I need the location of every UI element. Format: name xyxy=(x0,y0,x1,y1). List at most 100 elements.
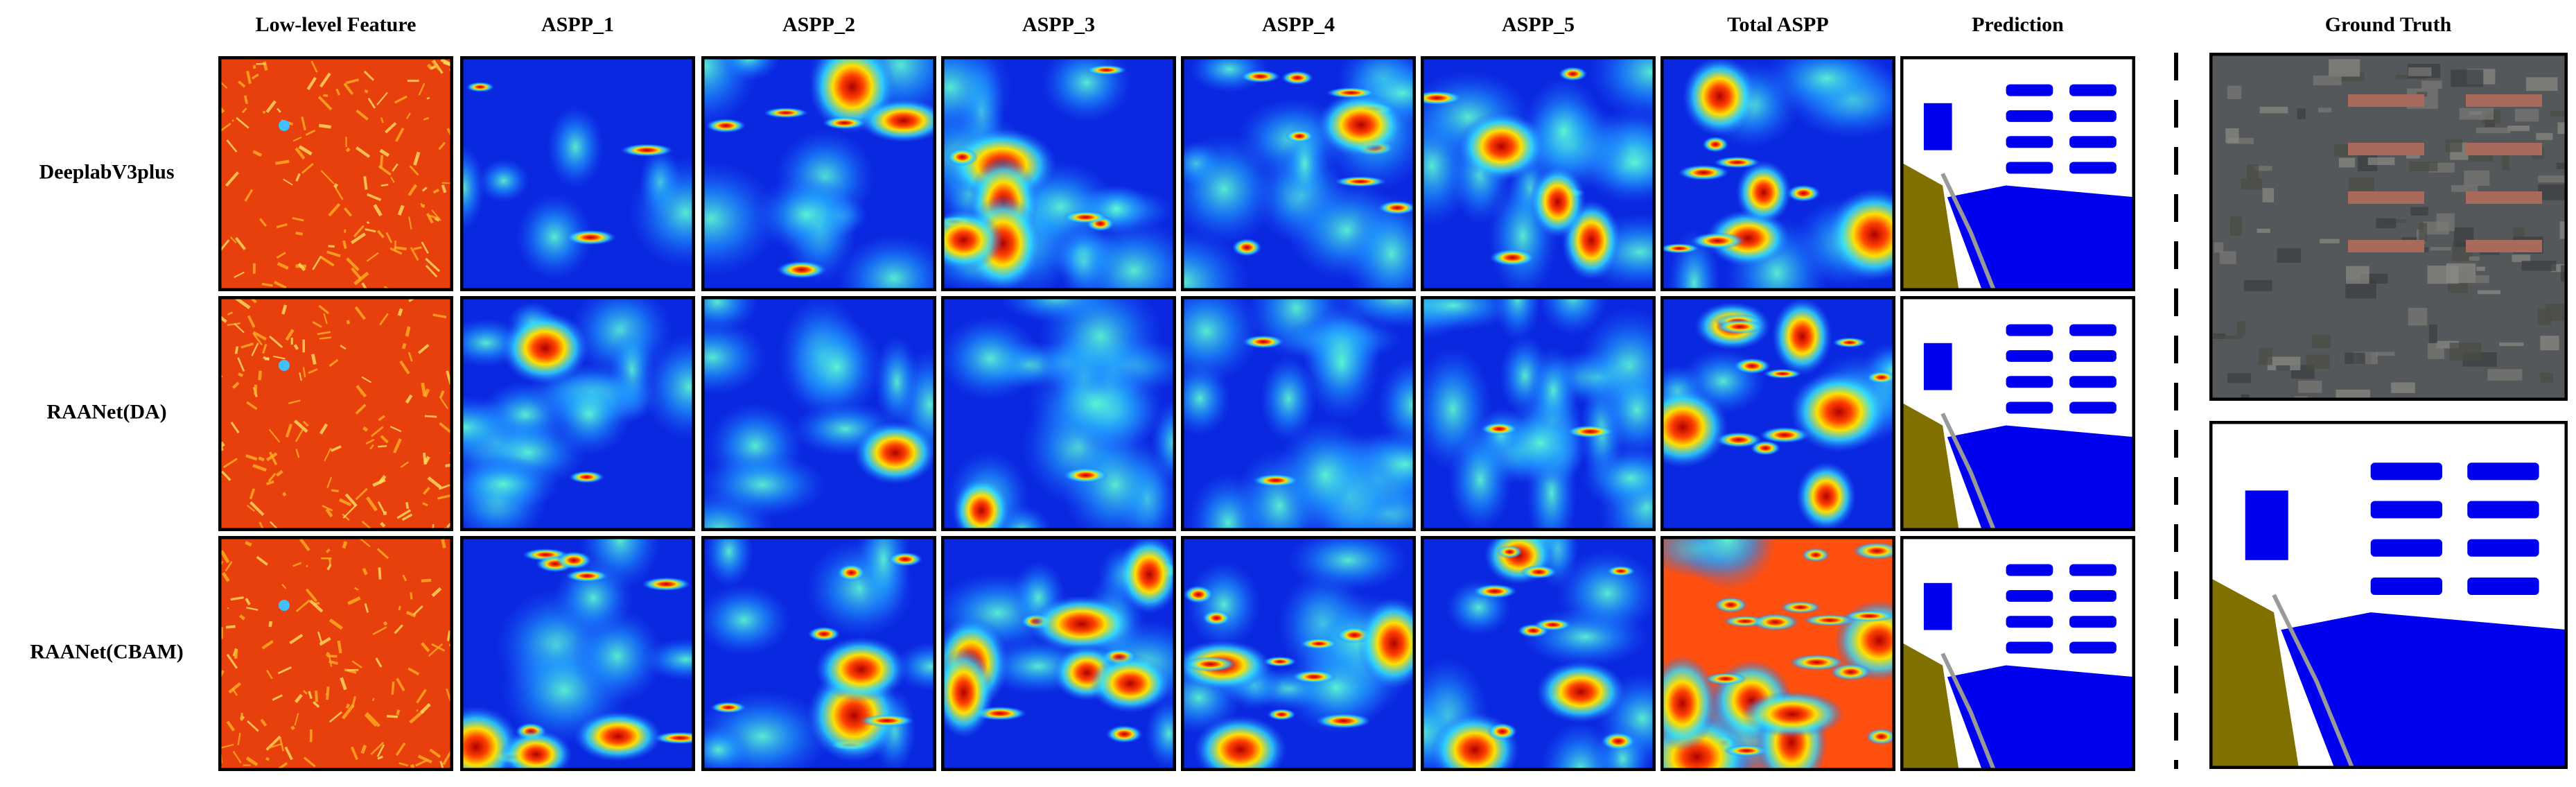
feature-streak xyxy=(424,453,426,465)
feature-streak xyxy=(331,490,338,491)
mask-building xyxy=(2006,564,2053,576)
photo-texture xyxy=(2460,275,2489,283)
panel xyxy=(1637,296,1925,531)
heat-blob xyxy=(574,711,662,761)
feature-streak xyxy=(344,241,346,249)
heat-glow xyxy=(940,315,1042,401)
feature-streak xyxy=(263,111,265,113)
panel xyxy=(685,499,970,783)
heat-blob xyxy=(823,116,866,129)
heat-glow xyxy=(1762,42,1891,116)
mask-building xyxy=(2371,501,2442,518)
mask-building xyxy=(2371,539,2442,557)
heat-blob xyxy=(1691,232,1745,249)
photo-texture xyxy=(2526,77,2557,91)
heat-glow xyxy=(1169,134,1279,245)
feature-streak xyxy=(275,162,289,164)
photo-texture xyxy=(2424,222,2449,235)
photo-texture xyxy=(2540,336,2559,350)
column-header: Low-level Feature xyxy=(256,13,417,36)
mask-building xyxy=(2069,616,2117,628)
mask-building xyxy=(2006,376,2053,388)
photo-building xyxy=(2466,240,2542,252)
heat-blob xyxy=(501,311,588,385)
heat-blob xyxy=(1316,714,1372,729)
panel xyxy=(1659,42,1922,337)
heat-blob xyxy=(1326,87,1376,98)
feature-streak xyxy=(348,320,349,324)
mask-building xyxy=(2069,564,2117,576)
photo-texture xyxy=(2318,107,2331,112)
feature-streak xyxy=(363,428,367,431)
heat-blob xyxy=(1489,249,1535,266)
photo-texture xyxy=(2259,347,2272,365)
heat-blob xyxy=(1086,65,1127,76)
feature-streak xyxy=(417,710,418,711)
heat-blob xyxy=(1268,709,1296,720)
feature-streak xyxy=(394,248,407,249)
feature-streak xyxy=(226,626,236,627)
heat-blob xyxy=(1566,425,1615,438)
heat-glow xyxy=(1529,347,1578,434)
feature-streak xyxy=(245,96,247,104)
feature-streak xyxy=(399,309,401,315)
heat-glow xyxy=(1557,549,1658,637)
photo-texture xyxy=(2260,107,2288,113)
feature-streak xyxy=(313,354,315,365)
heat-blob xyxy=(854,421,937,484)
photo-texture xyxy=(2276,365,2290,370)
heat-blob xyxy=(1457,112,1545,182)
mask-building xyxy=(2069,350,2117,362)
heat-blob xyxy=(1292,671,1337,684)
heat-glow xyxy=(547,372,631,456)
heat-blob xyxy=(1357,597,1430,689)
photo-building xyxy=(2348,143,2424,155)
mask-building xyxy=(2371,462,2442,480)
feature-streak xyxy=(319,126,331,127)
feature-streak xyxy=(259,458,264,460)
feature-streak xyxy=(385,622,387,625)
photo-texture xyxy=(2460,108,2494,120)
photo-texture xyxy=(2225,128,2238,143)
feature-streak xyxy=(292,727,294,729)
mask-building xyxy=(2069,136,2117,148)
heat-blob xyxy=(1601,732,1636,750)
mask-building xyxy=(2467,462,2539,480)
feature-streak xyxy=(392,682,393,695)
photo-texture xyxy=(2476,128,2511,133)
row-label: DeeplabV3plus xyxy=(39,160,174,183)
feature-streak xyxy=(335,184,337,187)
mask-building xyxy=(2006,85,2053,96)
photo-texture xyxy=(2336,390,2369,406)
heat-blob xyxy=(1184,585,1213,603)
photo-building xyxy=(2348,191,2424,204)
mask-building xyxy=(1924,583,1952,630)
heat-blob xyxy=(1253,474,1299,487)
feature-streak xyxy=(381,184,388,185)
heat-blob xyxy=(1702,137,1728,153)
heat-blob xyxy=(1285,130,1313,143)
heat-blob xyxy=(1752,614,1799,631)
panel xyxy=(2209,53,2576,417)
photo-texture xyxy=(2408,308,2428,326)
photo-building xyxy=(2348,240,2424,252)
photo-building xyxy=(2466,94,2542,107)
heat-blob xyxy=(1796,462,1857,530)
mask-building xyxy=(2006,350,2053,362)
heat-blob xyxy=(706,119,746,132)
mask-building xyxy=(2006,110,2053,122)
feature-streak xyxy=(425,416,437,417)
heat-blob xyxy=(1716,320,1764,334)
heat-blob xyxy=(1751,440,1781,455)
heat-glow xyxy=(1042,44,1132,123)
photo-texture xyxy=(2306,354,2330,368)
feature-streak xyxy=(238,374,243,376)
photo-texture xyxy=(2408,67,2431,76)
heat-blob xyxy=(1536,661,1626,723)
photo-texture xyxy=(2513,227,2524,238)
feature-streak xyxy=(255,385,256,395)
heat-blob xyxy=(1411,91,1462,105)
mask-building xyxy=(2006,590,2053,602)
feature-streak xyxy=(421,580,431,581)
